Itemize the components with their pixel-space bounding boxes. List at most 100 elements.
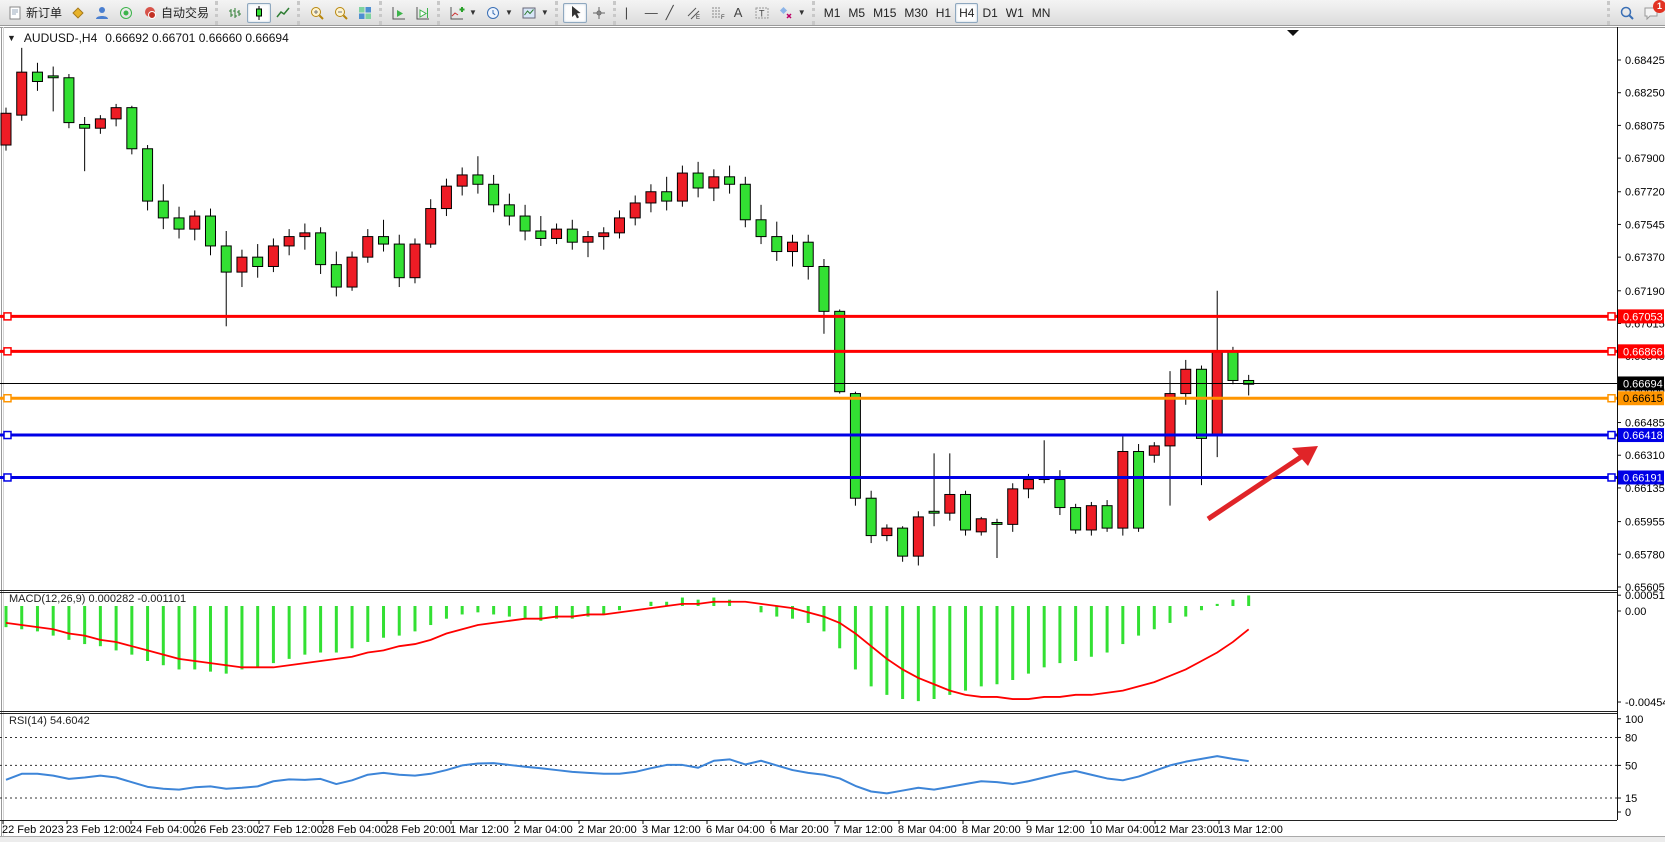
line-chart-button[interactable] [271,3,295,23]
periods-button[interactable]: ▼ [481,3,517,23]
tf-h1[interactable]: H1 [932,3,955,23]
price-chart[interactable]: 0.68425 0.68250 0.68075 0.67900 0.67720 0.675… [0,27,1665,842]
chart-shift-marker[interactable] [1287,30,1299,36]
tf-m30-label: M30 [904,5,928,20]
chart-window[interactable]: 0.68425 0.68250 0.68075 0.67900 0.67720 0.675… [0,27,1665,842]
candle-body [362,236,374,258]
line-anchor-marker[interactable] [1607,312,1616,321]
tf-w1[interactable]: W1 [1002,3,1028,23]
candle-body [440,185,452,210]
tf-m15[interactable]: M15 [869,3,900,23]
zoom-out-button[interactable] [329,3,353,23]
tf-mn-label: MN [1031,5,1051,20]
fibonacci-icon: F [710,5,726,21]
horizontal-line[interactable] [0,312,1617,321]
crosshair-button[interactable] [587,3,611,23]
candle-body [220,245,232,273]
chart-collapse-icon[interactable]: ▼ [7,33,16,43]
profile-button[interactable] [90,3,114,23]
candle-body [676,172,688,202]
tf-m30[interactable]: M30 [900,3,931,23]
time-tick-label: 23 Feb 12:00 [66,824,131,836]
candle-body [488,183,500,206]
bar-chart-button[interactable] [223,3,247,23]
diamond-icon [70,5,86,21]
indicators-button[interactable]: ▼ [445,3,481,23]
line-anchor-marker[interactable] [3,430,12,440]
toolbar: 新订单 自动交易 ▼ ▼ ▼ | — ╱ E F A T ▼ M1 M5 M15 M30 H1 H4 D1 W1 MN 1 [0,0,1665,26]
notifications-button[interactable]: 1 [1639,0,1665,23]
tf-h1-label: H1 [935,5,952,20]
chart-window-button[interactable] [66,3,90,23]
tf-m1[interactable]: M1 [820,3,845,23]
auto-scroll-icon [391,5,407,21]
tf-h4[interactable]: H4 [955,2,979,23]
signals-button[interactable] [114,3,138,23]
chart-shift-button[interactable] [411,3,435,23]
line-anchor-marker[interactable] [3,347,12,356]
tile-windows-button[interactable] [353,3,377,23]
candlestick-button[interactable] [247,2,272,23]
line-anchor-marker[interactable] [3,473,12,482]
candle-body [535,230,547,239]
autotrade-icon [142,5,158,21]
time-tick-label: 8 Mar 04:00 [898,824,957,836]
text-tool[interactable]: A [730,3,750,23]
horizontal-line[interactable] [0,393,1617,403]
new-order-button-label: 新订单 [26,6,63,20]
templates-button[interactable]: ▼ [517,3,553,23]
tf-m5[interactable]: M5 [844,3,869,23]
line-anchor-marker[interactable] [1607,473,1616,482]
price-tick-label: 0.65605 [1625,582,1665,594]
svg-text:T: T [759,8,765,18]
horizontal-line[interactable] [0,430,1617,440]
price-tick-label: 0.66485 [1625,418,1665,430]
shapes-tool[interactable]: ▼ [774,3,810,23]
tf-m15-label: M15 [873,5,897,20]
chevron-down-icon[interactable]: ▼ [469,8,477,17]
price-tick-label: 0.67190 [1625,286,1665,298]
time-tick-label: 13 Mar 12:00 [1218,824,1283,836]
rsi-name: RSI(14) [9,715,47,727]
chevron-down-icon[interactable]: ▼ [540,8,549,17]
candle-body [692,172,704,189]
fibonacci-tool[interactable]: F [706,3,730,23]
trendline-tool[interactable]: ╱ [662,3,682,23]
new-order-button[interactable]: 新订单 [3,3,66,23]
toolbar-group-trade: 新订单 自动交易 [2,1,213,25]
cursor-button[interactable] [562,2,587,23]
chevron-down-icon[interactable]: ▼ [797,8,806,17]
line-anchor-marker[interactable] [3,312,12,321]
candle-body [456,174,468,187]
search-button[interactable] [1615,3,1639,23]
rsi-indicator-label: RSI(14) 54.6042 [9,715,90,727]
tf-mn[interactable]: MN [1028,3,1055,23]
chart-shift-icon [415,5,431,21]
candle-body [960,493,972,531]
chevron-down-icon[interactable]: ▼ [504,8,513,17]
tf-d1[interactable]: D1 [978,3,1001,23]
line-anchor-marker[interactable] [3,393,12,403]
autotrading-button[interactable]: 自动交易 [138,3,213,23]
candle-body [613,217,625,234]
horizontal-line[interactable] [0,473,1617,482]
text-label-tool[interactable]: T [750,3,774,23]
trend-arrow[interactable] [1206,446,1318,522]
tf-w1-label: W1 [1005,5,1024,20]
candle-body [566,228,578,243]
indicators-icon [449,5,465,21]
macd-axis-label: 0.000511 [1625,590,1665,602]
line-anchor-marker[interactable] [1607,347,1616,356]
auto-scroll-button[interactable] [387,3,411,23]
candle-body [299,232,311,238]
horizontal-line-tool[interactable]: — [641,3,662,23]
vertical-line-tool[interactable]: | [621,3,641,23]
line-anchor-marker[interactable] [1607,430,1616,440]
line-anchor-marker[interactable] [1607,393,1616,403]
channel-tool[interactable]: E [682,3,706,23]
cursor-icon [567,5,583,21]
rsi-axis-label: 100 [1625,714,1643,726]
document-icon [7,5,23,21]
horizontal-line[interactable] [0,347,1617,356]
zoom-in-button[interactable] [305,3,329,23]
